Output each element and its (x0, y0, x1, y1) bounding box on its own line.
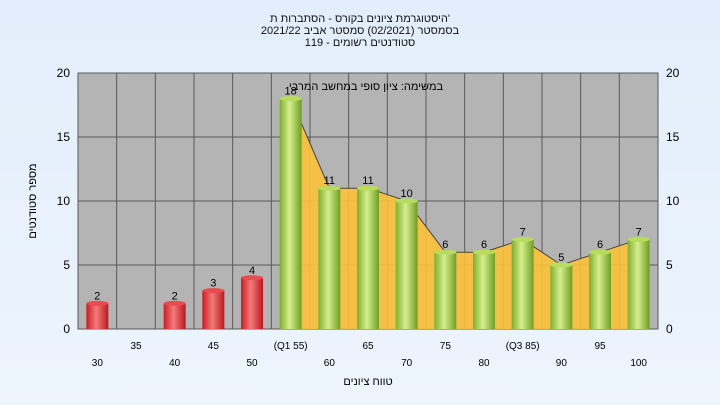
y-tick-left: 5 (63, 258, 70, 272)
data-label: 7 (636, 226, 642, 238)
data-label: 4 (249, 265, 255, 277)
bar-pass (434, 252, 457, 329)
bar-cap (318, 185, 341, 191)
bar-pass (395, 201, 418, 329)
bar-cap (279, 96, 302, 102)
x-tick-label: 50 (246, 358, 258, 369)
bar-cap (589, 249, 611, 255)
data-labels: 2 2 3 4 18 11 11 10 6 6 7 5 6 7 (94, 86, 641, 303)
bar-pass (318, 188, 341, 329)
trend-line (290, 98, 639, 266)
y-tick-left: 10 (57, 194, 71, 208)
bar-pass (279, 98, 302, 329)
bar-pass (473, 252, 495, 329)
y-tick-right: 20 (666, 66, 680, 80)
data-label: 5 (558, 252, 564, 264)
bar-fail (86, 303, 109, 329)
y-tick-right: 0 (666, 322, 673, 336)
y-tick-left: 0 (63, 322, 70, 336)
data-label: 6 (442, 239, 448, 251)
y-axis-title: מספר סטודנטים (27, 163, 39, 238)
bar-cap (163, 300, 186, 306)
bar-cap (395, 198, 418, 204)
bar-cap (241, 275, 263, 281)
bar-cap (86, 300, 109, 306)
x-tick-label: (Q3 85) (506, 341, 540, 352)
bar-pass (357, 188, 379, 329)
data-label: 10 (401, 188, 413, 200)
x-tick-label: 45 (208, 341, 220, 352)
bar-cap (511, 236, 534, 242)
data-label: 2 (94, 290, 100, 302)
bars (86, 96, 650, 329)
bar-pass (589, 252, 611, 329)
y-ticks: 0 0 5 5 10 10 15 15 20 20 (57, 66, 680, 336)
data-label: 2 (172, 290, 178, 302)
x-tick-label: 95 (594, 341, 606, 352)
data-label: 6 (481, 239, 487, 251)
x-tick-label: 75 (440, 341, 452, 352)
y-tick-left: 20 (57, 66, 71, 80)
x-axis-title: טווח ציונים (343, 376, 392, 388)
chart-title: היסטוגרמת ציונים בקורס - הסתברות ת' (270, 13, 450, 25)
chart-subtitle: בסמסטר (02/2021) סמסטר אביב 2021/22 (261, 25, 460, 37)
y-tick-right: 5 (666, 258, 673, 272)
x-tick-label: 80 (478, 358, 490, 369)
x-tick-label: 100 (630, 358, 647, 369)
bar-cap (202, 288, 225, 294)
bar-cap (627, 236, 650, 242)
bar-pass (511, 239, 534, 329)
y-tick-right: 15 (666, 130, 680, 144)
bar-cap (550, 262, 573, 268)
bar-fail (202, 290, 225, 329)
x-tick-label: (Q1 55) (274, 341, 308, 352)
x-tick-label: 30 (92, 358, 104, 369)
x-tick-label: 65 (362, 341, 374, 352)
bar-cap (434, 249, 457, 255)
bar-cap (473, 249, 495, 255)
x-tick-label: 90 (556, 358, 568, 369)
chart-annotation: במשימה: ציון סופי במחשב המרבי (289, 81, 444, 93)
data-label: 18 (285, 86, 297, 98)
bar-fail (163, 303, 186, 329)
x-tick-label: 40 (169, 358, 181, 369)
bar-cap (357, 185, 379, 191)
y-tick-left: 15 (57, 130, 71, 144)
chart-note: סטודנטים רשומים - 119 (305, 37, 416, 49)
x-tick-label: 70 (401, 358, 413, 369)
x-tick-label: 60 (324, 358, 336, 369)
data-label: 6 (597, 239, 603, 251)
bar-fail (241, 277, 263, 329)
y-tick-right: 10 (666, 194, 680, 208)
x-ticks: 30 35 40 45 50 (Q1 55) 60 65 70 75 80 (Q3 85) 90 95 10… (92, 341, 648, 369)
x-tick-label: 35 (130, 341, 142, 352)
data-label: 11 (324, 175, 335, 187)
bar-pass (550, 265, 573, 329)
data-label: 7 (520, 226, 526, 238)
data-label: 3 (210, 278, 216, 290)
data-label: 11 (362, 175, 373, 187)
bar-pass (627, 239, 650, 329)
